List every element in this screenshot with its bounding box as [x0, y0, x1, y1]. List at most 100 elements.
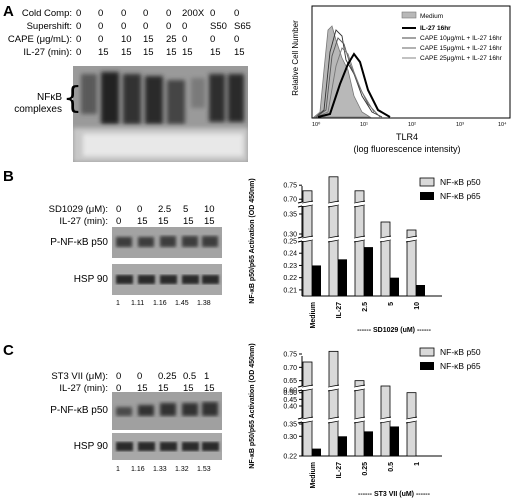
bar-break-gap: [406, 418, 417, 422]
bar-break-mark: [353, 235, 366, 239]
group-label: ------ SD1029 (uM) ------: [357, 327, 432, 334]
bar-break-mark: [301, 200, 314, 204]
emsa-gel: [73, 66, 248, 162]
bar-break-mark: [327, 200, 340, 204]
bar-break-gap: [328, 237, 339, 241]
panel-c-chart: NF-κB p50/p65 Activation (OD 450nm) 0.22 0…: [249, 343, 481, 498]
bar-break-gap: [380, 237, 391, 241]
emsa-row-label: IL-27 (min):: [23, 47, 72, 58]
bar-p50: [328, 350, 339, 457]
x-tick-label: 0.5: [388, 462, 395, 472]
bar-break-mark: [301, 235, 314, 239]
panel_c-quant-value: 1.16: [131, 466, 145, 473]
bar-break-mark: [405, 239, 418, 243]
panel_b-treat-label: SD1029 (μM):: [48, 204, 108, 215]
panel_c-treat-cell: 15: [158, 383, 169, 394]
panel_b-quant-value: 1.16: [153, 300, 167, 307]
panel_c-quant-value: 1.32: [175, 466, 189, 473]
bar-break-mark: [301, 239, 314, 243]
flow-frame: [311, 5, 511, 119]
emsa-cell: 200X: [182, 8, 205, 19]
complexes-label: complexes: [14, 104, 62, 115]
x-tick-label: IL-27: [336, 302, 343, 318]
x-tick-label: 10: [414, 302, 421, 310]
bar-break-mark: [327, 384, 340, 388]
flow-tick-0: 10⁰: [312, 121, 321, 128]
bar-break-mark: [379, 416, 392, 420]
legend-swatch-p50: [419, 347, 435, 357]
bar-break-mark: [301, 204, 314, 208]
emsa-cell: S65: [234, 21, 251, 32]
bar-p65: [338, 436, 347, 456]
panel_c-treat-label: ST3 VII (μM):: [51, 371, 108, 382]
flow-legend-cape10: CAPE 10μg/mL + IL-27 16hr: [420, 35, 503, 42]
bar-break-mark: [405, 235, 418, 239]
bar-p50: [406, 229, 417, 297]
panel-b-hsp90-blot: [112, 264, 222, 295]
bar-break-gap: [380, 418, 391, 422]
panel_b-treat-cell: 0: [116, 204, 122, 215]
nfkb-label: NFκB: [37, 92, 62, 103]
bar-break-gap: [302, 386, 313, 390]
emsa-cell: 0: [234, 8, 240, 19]
legend-label-p65: NF-κB p65: [440, 191, 481, 201]
bar-break-mark: [327, 239, 340, 243]
flow-tick-2: 10²: [408, 122, 416, 128]
panel_b-treat-cell: 0: [137, 204, 143, 215]
legend-swatch-p65: [420, 192, 434, 200]
x-tick-label: Medium: [310, 302, 317, 328]
bar-p50: [354, 190, 365, 297]
emsa-cell: 15: [121, 47, 132, 58]
emsa-cell: 15: [166, 47, 177, 58]
bar-break-mark: [379, 420, 392, 424]
flow-xlabel2: (log fluorescence intensity): [353, 144, 460, 154]
bar-break-mark: [379, 239, 392, 243]
bar-break-gap: [302, 237, 313, 241]
flow-histogram: Relative Cell Number 10⁰ 10¹ 10² 10³ 10⁴…: [291, 5, 511, 154]
bar-break-mark: [327, 416, 340, 420]
emsa-cell: 0: [143, 21, 149, 32]
emsa-cell: S50: [210, 21, 227, 32]
group-label: ------ ST3 VII (uM) ------: [358, 491, 431, 498]
panel_b-quant-value: 1.11: [131, 300, 145, 307]
bar-p65: [312, 448, 321, 456]
legend-label-p50: NF-κB p50: [440, 177, 481, 187]
y-tick-label: 0.24: [283, 251, 297, 258]
x-tick-label: 1: [414, 462, 421, 466]
bar-p65: [416, 285, 425, 296]
panel_c-treat-cell: 15: [183, 383, 194, 394]
bar-break-gap: [328, 418, 339, 422]
panel_b-treat-cell: 10: [204, 204, 215, 215]
emsa-cell: 0: [76, 8, 82, 19]
bar-break-gap: [354, 237, 365, 241]
chart-ylabel: NF-κB p50/p65 Activation (OD 450nm): [249, 343, 256, 468]
bar-p65: [312, 265, 321, 296]
bar-p65: [338, 259, 347, 296]
y-tick-label: 0.75: [283, 352, 297, 359]
panel_c-treat-label: IL-27 (min):: [59, 383, 108, 394]
flow-legend-medium: Medium: [420, 13, 443, 20]
panel_b-quant-value: 1.45: [175, 300, 189, 307]
flow-cape15-curve: [315, 37, 381, 118]
panel-c-hsp90-blot: [112, 433, 222, 460]
bar-break-mark: [405, 416, 418, 420]
panel-c-label: C: [3, 342, 14, 359]
bar-break-gap: [354, 386, 365, 390]
panel-b-label: B: [3, 168, 14, 185]
flow-ylabel: Relative Cell Number: [291, 20, 300, 96]
emsa-cell: 0: [210, 8, 216, 19]
emsa-row-label: Cold Comp:: [21, 8, 72, 19]
flow-tick-1: 10¹: [360, 122, 368, 128]
legend-label-p50: NF-κB p50: [440, 347, 481, 357]
y-tick-label: 0.35: [283, 422, 297, 429]
flow-cape10-curve: [315, 29, 383, 118]
emsa-cell: 0: [76, 34, 82, 45]
y-tick-label: 0.40: [283, 404, 297, 411]
emsa-cell: 10: [121, 34, 132, 45]
y-tick-label: 0.25: [283, 239, 297, 246]
emsa-cell: 0: [98, 8, 104, 19]
bar-break-mark: [353, 239, 366, 243]
complex-bracket: {: [63, 81, 83, 116]
y-tick-label: 0.70: [283, 365, 297, 372]
